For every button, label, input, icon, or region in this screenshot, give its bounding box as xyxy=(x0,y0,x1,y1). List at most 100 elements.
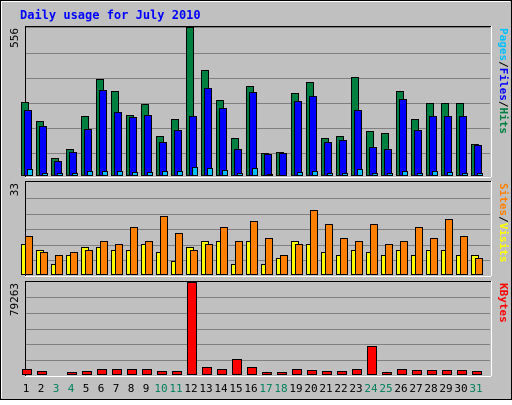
bar-pages-day-16 xyxy=(252,168,258,176)
bar-sites-day-15 xyxy=(235,241,243,275)
bar-files-day-24 xyxy=(369,147,377,176)
bar-kbytes-day-4 xyxy=(67,372,77,375)
bar-sites-day-8 xyxy=(130,227,138,275)
bar-kbytes-day-19 xyxy=(292,369,302,375)
bar-sites-day-12 xyxy=(190,250,198,275)
bar-files-day-22 xyxy=(339,140,347,176)
bar-pages-day-10 xyxy=(162,171,168,176)
bar-files-day-8 xyxy=(129,117,137,176)
bar-kbytes-day-7 xyxy=(112,369,122,375)
bar-pages-day-27 xyxy=(417,173,423,176)
bar-kbytes-day-26 xyxy=(397,369,407,375)
bar-sites-day-11 xyxy=(175,233,183,275)
legend-item: Sites xyxy=(497,183,510,216)
bar-files-day-12 xyxy=(189,116,197,176)
bar-sites-day-6 xyxy=(100,241,108,275)
legend-item: Hits xyxy=(497,108,510,135)
x-tick-label-day-28: 28 xyxy=(424,382,437,395)
bar-kbytes-day-14 xyxy=(217,369,227,375)
y-max-label: 79263 xyxy=(8,283,21,316)
bar-pages-day-20 xyxy=(312,171,318,176)
bar-pages-day-30 xyxy=(462,173,468,176)
bar-kbytes-day-10 xyxy=(157,371,167,375)
bar-pages-day-31 xyxy=(477,173,483,176)
x-tick-label-day-8: 8 xyxy=(128,382,135,395)
x-tick-label-day-26: 26 xyxy=(394,382,407,395)
bar-files-day-16 xyxy=(249,92,257,176)
bar-kbytes-day-30 xyxy=(457,370,467,375)
bar-sites-day-5 xyxy=(85,250,93,275)
bar-sites-day-29 xyxy=(445,219,453,275)
bar-sites-day-28 xyxy=(430,238,438,275)
x-tick-label-day-5: 5 xyxy=(83,382,90,395)
x-tick-label-day-6: 6 xyxy=(98,382,105,395)
bar-pages-day-4 xyxy=(72,173,78,176)
bar-kbytes-day-2 xyxy=(37,371,47,375)
bar-pages-day-28 xyxy=(432,171,438,176)
bar-sites-day-31 xyxy=(475,258,483,275)
chart-title: Daily usage for July 2010 xyxy=(20,8,201,22)
bar-sites-day-19 xyxy=(295,244,303,275)
bar-kbytes-day-8 xyxy=(127,369,137,375)
bar-sites-day-26 xyxy=(400,241,408,275)
bar-sites-day-18 xyxy=(280,255,288,275)
bar-files-day-27 xyxy=(414,130,422,176)
bar-sites-day-4 xyxy=(70,252,78,275)
bar-pages-day-25 xyxy=(387,173,393,176)
x-tick-label-day-13: 13 xyxy=(199,382,212,395)
bar-kbytes-day-5 xyxy=(82,371,92,375)
bar-pages-day-3 xyxy=(57,173,63,176)
legend-item: Files xyxy=(497,68,510,101)
bar-sites-day-14 xyxy=(220,227,228,275)
legend-item: / xyxy=(497,216,510,223)
series-kbytes xyxy=(22,282,482,375)
legend-kbytes: KBytes xyxy=(497,283,510,323)
bar-kbytes-day-22 xyxy=(337,371,347,375)
bar-kbytes-day-17 xyxy=(262,372,272,375)
series-pages xyxy=(27,167,483,176)
bar-pages-day-17 xyxy=(267,174,273,176)
bar-files-day-17 xyxy=(264,154,272,176)
bar-sites-day-2 xyxy=(40,252,48,275)
bar-kbytes-day-28 xyxy=(427,370,437,375)
bar-sites-day-21 xyxy=(325,224,333,275)
bar-sites-day-16 xyxy=(250,221,258,275)
bar-pages-day-23 xyxy=(357,169,363,176)
bar-files-day-23 xyxy=(354,110,362,176)
x-tick-label-day-15: 15 xyxy=(229,382,242,395)
x-tick-label-day-29: 29 xyxy=(439,382,452,395)
bar-kbytes-day-18 xyxy=(277,372,287,375)
legend-hits-files-pages: Pages/Files/Hits xyxy=(497,28,510,134)
bar-files-day-6 xyxy=(99,90,107,176)
x-tick-label-day-27: 27 xyxy=(409,382,422,395)
legend-item: Pages xyxy=(497,28,510,61)
x-tick-label-day-1: 1 xyxy=(23,382,30,395)
bar-files-day-31 xyxy=(474,145,482,176)
legend-visits-sites: Sites/Visits xyxy=(497,183,510,263)
bar-sites-day-1 xyxy=(25,236,33,275)
bar-sites-day-3 xyxy=(55,255,63,275)
bar-pages-day-22 xyxy=(342,173,348,176)
bar-pages-day-15 xyxy=(237,173,243,176)
bar-files-day-11 xyxy=(174,130,182,176)
bar-pages-day-8 xyxy=(132,172,138,176)
bar-pages-day-1 xyxy=(27,169,33,176)
x-tick-label-day-22: 22 xyxy=(334,382,347,395)
bar-pages-day-14 xyxy=(222,170,228,176)
bar-kbytes-day-24 xyxy=(367,346,377,375)
y-max-label: 556 xyxy=(8,28,21,48)
bar-files-day-5 xyxy=(84,129,92,176)
bar-kbytes-day-13 xyxy=(202,367,212,375)
bar-pages-day-6 xyxy=(102,171,108,176)
x-tick-label-day-11: 11 xyxy=(169,382,182,395)
x-tick-label-day-9: 9 xyxy=(143,382,150,395)
bar-kbytes-day-11 xyxy=(172,371,182,375)
bar-files-day-28 xyxy=(429,116,437,176)
bar-files-day-21 xyxy=(324,142,332,176)
bar-kbytes-day-31 xyxy=(472,371,482,375)
bar-kbytes-day-15 xyxy=(232,359,242,375)
bar-sites-day-25 xyxy=(385,244,393,275)
bar-pages-day-19 xyxy=(297,172,303,176)
bar-files-day-29 xyxy=(444,116,452,176)
bar-files-day-7 xyxy=(114,112,122,176)
